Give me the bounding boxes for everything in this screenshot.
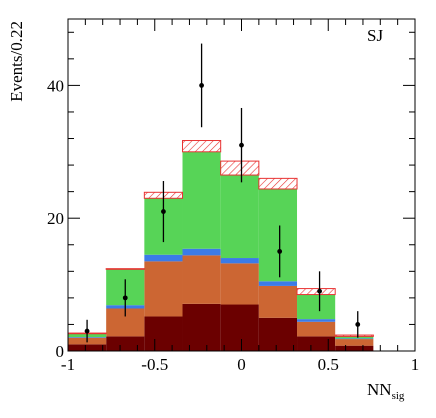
data-point-1 (122, 295, 128, 301)
y-axis-label: Events/0.22 (7, 21, 26, 102)
stacked-bars (67, 140, 374, 351)
x-axis-label-main: NN (367, 380, 392, 399)
y-tick-label: 20 (47, 209, 64, 228)
x-tick-label: 0.5 (318, 355, 339, 374)
bar-series3-bin7 (335, 336, 374, 339)
bar-series3-bin5 (258, 188, 298, 282)
bar-series1-bin7 (335, 339, 374, 346)
bar-series2-bin5 (258, 281, 298, 286)
y-tick-label: 0 (56, 342, 65, 361)
bar-series1-bin4 (220, 263, 259, 305)
bar-series4-bin7 (334, 334, 374, 337)
bar-series0-bin0 (68, 344, 107, 351)
bar-series0-bin2 (144, 316, 183, 351)
bar-series2-bin3 (182, 248, 221, 256)
bar-series4-bin3 (182, 140, 222, 153)
data-point-0 (84, 328, 90, 334)
bar-series3-bin4 (220, 175, 259, 259)
bar-series0-bin3 (182, 303, 221, 351)
bar-series0-bin4 (220, 304, 259, 351)
x-tick-label: -0.5 (141, 355, 168, 374)
bar-series2-bin2 (144, 254, 183, 262)
data-point-7 (355, 322, 361, 327)
bar-series4-bin4 (220, 160, 260, 176)
bar-series1-bin6 (297, 321, 336, 337)
bar-series4-bin5 (258, 177, 298, 190)
data-point-4 (239, 142, 244, 148)
bar-series4-bin1 (105, 268, 145, 270)
bar-series1-bin2 (144, 261, 183, 317)
y-tick-label: 40 (47, 76, 64, 95)
data-point-3 (199, 83, 204, 88)
bar-series2-bin6 (297, 319, 336, 322)
data-points (84, 43, 361, 343)
x-axis-label-subscript: sig (392, 390, 405, 402)
x-tick-label: 1 (411, 355, 420, 374)
bar-series2-bin7 (335, 338, 374, 340)
bar-series0-bin1 (106, 336, 145, 351)
bar-series0-bin6 (297, 336, 336, 351)
bar-series1-bin5 (258, 285, 298, 318)
bar-series1-bin3 (182, 255, 221, 304)
sample-annotation: SJ (367, 26, 383, 45)
bar-series0-bin7 (335, 345, 374, 351)
bar-series3-bin3 (182, 151, 221, 249)
data-point-2 (161, 209, 166, 214)
bar-series4-bin6 (296, 288, 336, 296)
axis-ticks (67, 19, 416, 352)
x-tick-label: -1 (61, 355, 75, 374)
data-point-6 (317, 288, 322, 294)
x-axis-label: NNsig (367, 380, 405, 402)
bar-series2-bin4 (220, 258, 259, 264)
x-tick-label: 0 (237, 355, 246, 374)
tick-labels: -1 -0.5 0 0.5 1 0 20 40 (47, 76, 419, 374)
bar-series0-bin5 (258, 317, 298, 351)
data-point-5 (277, 249, 283, 254)
bar-series3-bin6 (297, 294, 336, 320)
